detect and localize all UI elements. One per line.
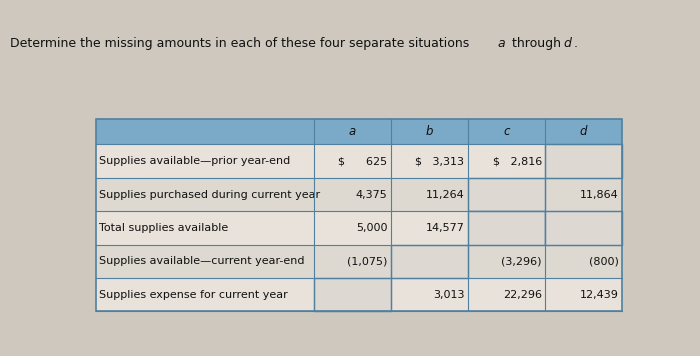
Text: $      625: $ 625	[339, 156, 388, 166]
Text: Supplies expense for current year: Supplies expense for current year	[99, 290, 288, 300]
Bar	[314, 278, 391, 312]
Bar	[96, 245, 622, 278]
Text: 22,296: 22,296	[503, 290, 542, 300]
Text: a: a	[498, 37, 505, 51]
Text: 4,375: 4,375	[356, 189, 388, 199]
Text: through: through	[508, 37, 564, 51]
Text: 14,577: 14,577	[426, 223, 464, 233]
Text: Supplies available—prior year-end: Supplies available—prior year-end	[99, 156, 290, 166]
Text: (800): (800)	[589, 256, 619, 266]
Text: (3,296): (3,296)	[501, 256, 542, 266]
Bar	[96, 178, 622, 211]
Text: 11,864: 11,864	[580, 189, 619, 199]
Text: .: .	[573, 37, 578, 51]
Text: 5,000: 5,000	[356, 223, 388, 233]
Text: Supplies available—current year-end: Supplies available—current year-end	[99, 256, 304, 266]
Bar	[96, 211, 622, 245]
Text: 12,439: 12,439	[580, 290, 619, 300]
Bar	[96, 145, 622, 178]
Bar	[468, 211, 545, 245]
Text: $   2,816: $ 2,816	[493, 156, 542, 166]
Text: Total supplies available: Total supplies available	[99, 223, 228, 233]
Text: b: b	[426, 125, 433, 138]
Text: 11,264: 11,264	[426, 189, 464, 199]
Text: $   3,313: $ 3,313	[415, 156, 464, 166]
Bar	[96, 120, 622, 145]
Text: a: a	[349, 125, 356, 138]
Bar	[96, 278, 622, 312]
Text: c: c	[503, 125, 510, 138]
Text: Determine the missing amounts in each of these four separate situations: Determine the missing amounts in each of…	[10, 37, 474, 51]
Bar	[468, 178, 545, 211]
Bar	[545, 211, 622, 245]
Bar	[545, 145, 622, 178]
Bar	[391, 245, 468, 278]
Text: 3,013: 3,013	[433, 290, 464, 300]
Bar	[96, 120, 622, 312]
Text: d: d	[580, 125, 587, 138]
Text: d: d	[564, 37, 571, 51]
Text: (1,075): (1,075)	[347, 256, 388, 266]
Text: Supplies purchased during current year: Supplies purchased during current year	[99, 189, 320, 199]
